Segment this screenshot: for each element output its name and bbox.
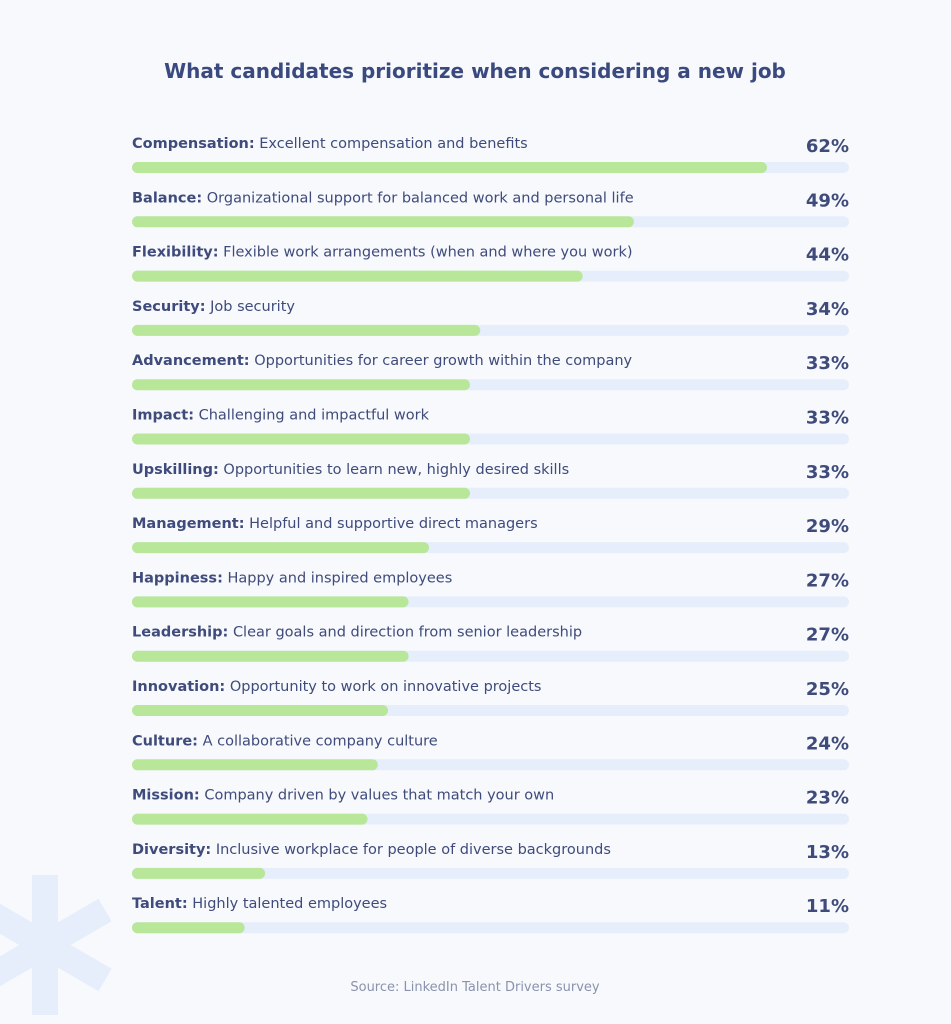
category-description: Challenging and impactful work [199,408,430,424]
category-label: Leadership: [132,625,228,641]
row-label: Diversity: Inclusive workplace for peopl… [132,842,611,858]
category-description: Opportunity to work on innovative projec… [230,679,542,695]
bar [132,867,266,879]
category-description: Job security [209,299,295,315]
value-label: 23% [806,788,849,809]
category-description: Excellent compensation and benefits [259,136,527,152]
row-label: Talent: Highly talented employees [132,896,387,912]
bar [132,759,378,771]
row-label: Advancement: Opportunities for career gr… [132,353,633,369]
value-label: 34% [806,299,849,320]
value-label: 29% [806,516,849,537]
value-label: 25% [806,679,849,700]
value-label: 62% [806,136,849,157]
category-label: Diversity: [132,842,211,858]
category-label: Advancement: [132,353,250,369]
category-description: Flexible work arrangements (when and whe… [223,245,632,261]
row-label: Upskilling: Opportunities to learn new, … [132,462,569,478]
category-description: Company driven by values that match your… [204,788,554,804]
category-description: Inclusive workplace for people of divers… [216,842,611,858]
bar [132,433,471,445]
value-label: 33% [806,462,849,483]
value-label: 11% [806,896,849,917]
bar [132,379,471,391]
row-label: Culture: A collaborative company culture [132,733,438,749]
category-description: A collaborative company culture [203,733,438,749]
row-label: Balance: Organizational support for bala… [132,190,634,206]
category-description: Opportunities to learn new, highly desir… [223,462,569,478]
bar [132,542,430,554]
row-label: Impact: Challenging and impactful work [132,408,430,424]
row-label: Flexibility: Flexible work arrangements … [132,245,633,261]
category-label: Culture: [132,733,198,749]
bar [132,705,389,716]
category-label: Impact: [132,408,194,424]
bar [132,270,583,282]
bar [132,813,368,825]
category-description: Clear goals and direction from senior le… [233,625,582,641]
category-label: Compensation: [132,136,255,152]
category-label: Flexibility: [132,245,219,261]
bar [132,162,768,173]
row-label: Leadership: Clear goals and direction fr… [132,625,582,641]
value-label: 27% [806,570,849,591]
source: Source: LinkedIn Talent Drivers survey [350,980,600,995]
bar [132,596,409,608]
value-label: 33% [806,353,849,374]
row-label: Mission: Company driven by values that m… [132,788,554,804]
bar-track [132,922,849,934]
category-label: Happiness: [132,570,223,586]
row-label: Management: Helpful and supportive direc… [132,516,538,532]
bar [132,216,634,228]
bar [132,487,471,499]
category-description: Opportunities for career growth within t… [254,353,632,369]
row-label: Compensation: Excellent compensation and… [132,136,528,152]
category-description: Happy and inspired employees [227,570,452,586]
bar [132,650,409,662]
asterisk-decoration [0,875,112,1015]
value-label: 27% [806,625,849,646]
bar [132,922,245,934]
category-label: Balance: [132,190,202,206]
value-label: 49% [806,190,849,211]
bar [132,324,481,336]
row-label: Innovation: Opportunity to work on innov… [132,679,541,695]
category-description: Helpful and supportive direct managers [249,516,537,532]
category-description: Highly talented employees [192,896,387,912]
value-label: 24% [806,733,849,754]
value-label: 33% [806,408,849,429]
category-label: Mission: [132,788,200,804]
category-label: Innovation: [132,679,225,695]
value-label: 44% [806,245,849,266]
category-label: Talent: [132,896,188,912]
category-label: Security: [132,299,206,315]
row-label: Happiness: Happy and inspired employees [132,570,452,586]
chart-title: What candidates prioritize when consider… [164,59,786,83]
value-label: 13% [806,842,849,863]
bar-track [132,867,849,879]
row-label: Security: Job security [132,299,295,315]
category-label: Upskilling: [132,462,219,478]
category-description: Organizational support for balanced work… [207,190,634,206]
category-label: Management: [132,516,245,532]
